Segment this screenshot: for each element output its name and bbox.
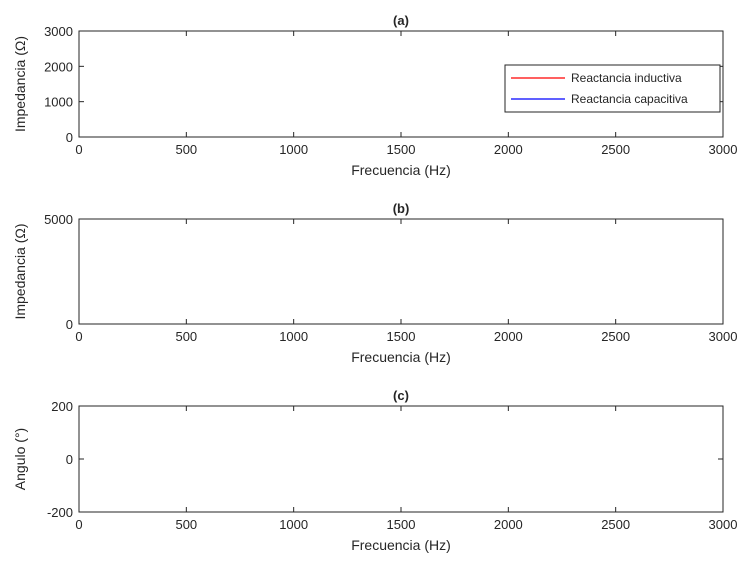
- x-axis-label: Frecuencia (Hz): [351, 537, 451, 553]
- chart-title: (a): [393, 13, 409, 28]
- x-tick-label-6: 3000: [709, 329, 738, 344]
- y-tick-label-0: -200: [47, 505, 73, 520]
- y-tick-label-0: 0: [66, 317, 73, 332]
- x-tick-label-6: 3000: [709, 517, 738, 532]
- x-tick-label-1: 500: [175, 142, 197, 157]
- legend-entry-2: Reactancia capacitiva: [571, 92, 688, 106]
- x-tick-label-2: 1000: [279, 142, 308, 157]
- x-axis-label: Frecuencia (Hz): [351, 162, 451, 178]
- chart-title: (c): [393, 388, 409, 403]
- x-tick-label-3: 1500: [387, 517, 416, 532]
- axes-frame: [78, 405, 724, 513]
- x-tick-label-4: 2000: [494, 329, 523, 344]
- x-axis-label: Frecuencia (Hz): [351, 349, 451, 365]
- panel-3: 0 500 1000 1500 2000 2500 3000-2000200(c)Frecu…: [12, 388, 737, 553]
- x-tick-label-3: 1500: [387, 142, 416, 157]
- panel-2: 0 500 1000 1500 2000 2500 3000 0 5000 (b) Frecuenc…: [12, 201, 737, 365]
- x-tick-label-0: 0: [75, 142, 82, 157]
- panels: 0 500 1000 1500 2000 2500 30000100020003000(a)…: [12, 13, 737, 553]
- x-tick-label-5: 2500: [601, 329, 630, 344]
- chart-title: (b): [393, 201, 410, 216]
- x-tick-label-4: 2000: [494, 142, 523, 157]
- x-tick-label-0: 0: [75, 517, 82, 532]
- x-tick-label-6: 3000: [709, 142, 738, 157]
- panel-1: 0 500 1000 1500 2000 2500 3000 0 1000 2000 3000 (a)…: [12, 13, 737, 178]
- axes-frame: [78, 218, 724, 325]
- y-tick-label-2: 200: [51, 399, 73, 414]
- y-tick-label-1: 1000: [44, 95, 73, 110]
- y-tick-label-2: 2000: [44, 59, 73, 74]
- y-axis-label: Angulo (°): [12, 428, 28, 490]
- x-tick-label-3: 1500: [387, 329, 416, 344]
- y-tick-label-1: 5000: [44, 212, 73, 227]
- y-axis-label: Impedancia (Ω): [12, 36, 28, 132]
- x-tick-label-1: 500: [175, 329, 197, 344]
- x-tick-label-1: 500: [175, 517, 197, 532]
- x-tick-label-2: 1000: [279, 329, 308, 344]
- legend-box: [504, 64, 721, 113]
- legend-entry-1: Reactancia inductiva: [571, 71, 682, 85]
- x-tick-label-0: 0: [75, 329, 82, 344]
- y-axis-label: Impedancia (Ω): [12, 223, 28, 319]
- y-tick-label-3: 3000: [44, 24, 73, 39]
- y-tick-label-1: 0: [66, 452, 73, 467]
- y-tick-label-0: 0: [66, 130, 73, 145]
- x-tick-label-4: 2000: [494, 517, 523, 532]
- x-tick-label-2: 1000: [279, 517, 308, 532]
- legend: Reactancia inductiva Reactancia capacitiv…: [504, 64, 721, 113]
- x-tick-label-5: 2500: [601, 517, 630, 532]
- x-tick-label-5: 2500: [601, 142, 630, 157]
